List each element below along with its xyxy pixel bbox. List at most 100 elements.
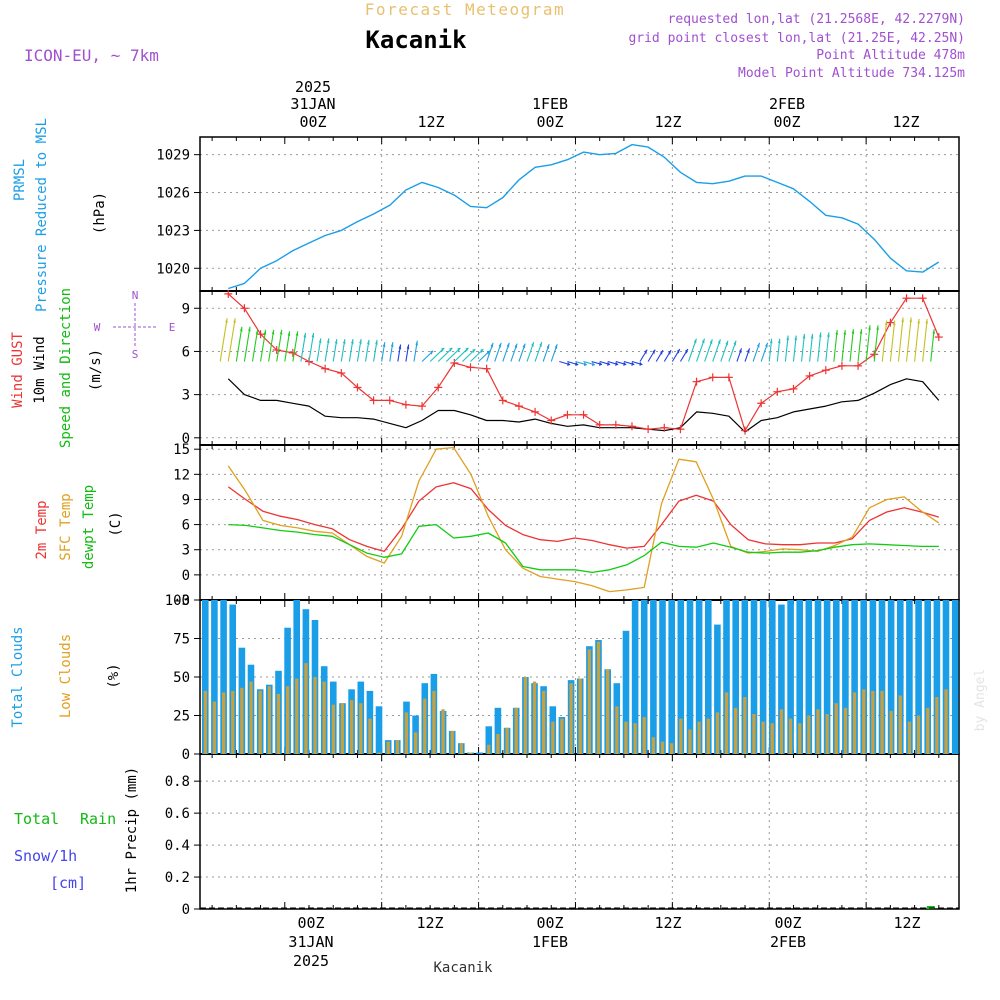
wind-arrow-head: [757, 342, 760, 348]
low-cloud-bar: [688, 729, 692, 754]
model-altitude: Model Point Altitude 734.125m: [738, 66, 965, 81]
wind-arrow: [550, 344, 558, 362]
top-axis-label-line: 12Z: [654, 113, 681, 131]
low-cloud-bar: [871, 690, 875, 754]
wind-arrow-head: [717, 339, 721, 345]
low-cloud-bar: [560, 718, 564, 754]
wind-arrow: [784, 335, 789, 362]
wind-arrow-head: [514, 343, 518, 349]
wind-arrow: [227, 318, 236, 362]
low-cloud-bar: [231, 690, 235, 754]
gust-marker: [579, 410, 588, 419]
dewpt-line: [228, 523, 939, 574]
wind-arrow-head: [382, 342, 386, 348]
wind-arrow: [639, 349, 648, 362]
wind-arrow-shaft: [889, 320, 896, 362]
compass-n: N: [132, 289, 139, 302]
low-cloud-bar: [395, 740, 399, 754]
requested-coords: requested lon,lat (21.2568E, 42.2279N): [668, 12, 965, 27]
total-cloud-bar: [897, 600, 904, 754]
wind-arrow-head: [685, 349, 688, 354]
pressure-ytick-label: 1026: [156, 186, 190, 202]
top-axis-label-line: 12Z: [892, 113, 919, 131]
wind-arrow-shaft: [243, 326, 251, 362]
total-cloud-bar: [741, 600, 749, 754]
wind-arrow-head: [733, 340, 737, 346]
wind-arrow-head: [239, 326, 243, 332]
plot-layer: 10201023102610290369-3036912150255075100…: [156, 136, 960, 918]
wind-arrow: [615, 360, 627, 366]
low-cloud-bar: [276, 693, 281, 754]
wind-arrow-shaft: [429, 347, 445, 362]
total-cloud-bar: [723, 600, 730, 754]
pressure-panel-labels: PRMSL Pressure Reduced to MSL (hPa): [12, 118, 108, 312]
low-cloud-bar: [377, 752, 381, 754]
wind-arrow: [631, 360, 643, 366]
top-axis-label-line: 12Z: [417, 113, 444, 131]
wind10-line: [227, 378, 940, 433]
wind-arrow: [534, 341, 543, 362]
wind-arrow-head: [702, 338, 705, 344]
wind-arrow-shaft: [865, 325, 871, 362]
wind-arrow-shaft: [905, 317, 912, 362]
wind-10m-label: 10m Wind: [32, 336, 48, 403]
total-cloud-bar: [951, 600, 959, 754]
wind-arrow-head: [430, 350, 434, 355]
wind-arrow: [817, 332, 822, 362]
wind-arrow: [260, 329, 267, 362]
low-cloud-bar: [386, 741, 390, 754]
wind-arrow-head: [925, 318, 928, 324]
low-cloud-bar: [743, 697, 747, 754]
wind-arrow-head: [777, 338, 781, 344]
wind-arrow-head: [631, 361, 635, 366]
total-cloud-bar: [705, 600, 712, 754]
wind-arrow: [776, 338, 781, 362]
wind-arrow-head: [827, 332, 830, 338]
wind-arrow: [752, 342, 761, 362]
wind-arrow-shaft: [801, 333, 806, 362]
low-cloud-bar: [203, 690, 207, 754]
gust-marker: [724, 373, 733, 382]
wind-arrow-head: [255, 329, 259, 335]
wind-arrow-head: [909, 317, 912, 323]
wind-arrow: [575, 360, 587, 367]
gust-marker: [288, 348, 297, 357]
low-cloud-bar: [340, 703, 345, 754]
top-axis-label-line: 2FEB: [769, 95, 805, 113]
low-cloud-bar: [569, 683, 573, 754]
wind-arrow-head: [599, 361, 603, 366]
wind-arrow-shaft: [251, 329, 259, 362]
wind-arrow-head: [546, 344, 550, 350]
wind-arrow: [801, 333, 806, 362]
low-cloud-bar: [898, 695, 902, 754]
wind-arrow: [397, 344, 402, 362]
wind-arrow: [833, 329, 838, 362]
low-cloud-bar: [523, 677, 527, 754]
compass-rose-icon: N S W E: [94, 289, 176, 361]
temperature-ytick-label: 12: [173, 467, 190, 483]
wind-arrow-head: [794, 335, 798, 341]
temperature-panel: -3 0 3 6 9 12 15: [173, 442, 960, 609]
low-cloud-bar: [816, 709, 820, 754]
precip-ytick-label: 0.2: [165, 870, 190, 886]
low-cloud-bar: [350, 700, 354, 754]
wind-arrow-head: [539, 342, 542, 348]
wind-arrow-head: [810, 333, 814, 339]
low-cloud-bar: [514, 707, 518, 754]
wind-arrow: [889, 320, 896, 362]
low-cloud-bar: [505, 727, 509, 754]
wind-arrow-head: [279, 329, 283, 335]
wind-arrow-head: [303, 332, 307, 338]
wind-arrow-head: [583, 361, 587, 367]
precip-panel-labels: Total Rain Snow/1h [cm] 1hr Precip (mm): [14, 767, 140, 893]
wind-ytick-label: 6: [182, 344, 190, 360]
low-cloud-bar: [249, 681, 253, 754]
low-cloud-bar: [578, 678, 582, 754]
bottom-axis-label-line: 00Z: [774, 914, 801, 932]
wind-arrow: [421, 350, 434, 362]
wind-arrow-head: [490, 342, 494, 348]
wind-arrow: [510, 343, 518, 362]
gust-marker: [773, 387, 782, 396]
top-axis-label-line: 2025: [295, 78, 331, 96]
low-cloud-bar: [432, 690, 436, 754]
